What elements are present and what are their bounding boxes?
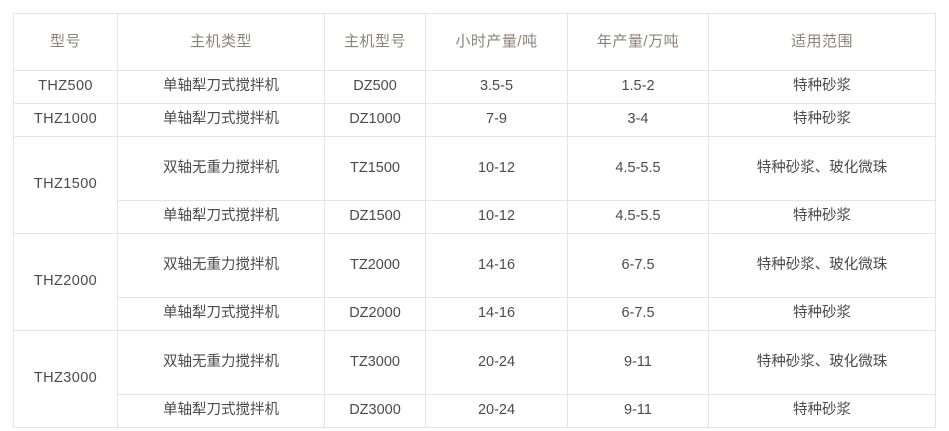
cell-yearly-output: 9-11 — [567, 394, 709, 428]
cell-host-model: DZ3000 — [324, 394, 426, 428]
cell-hourly-output: 20-24 — [425, 394, 568, 428]
cell-host-type: 单轴犁刀式搅拌机 — [117, 70, 325, 104]
cell-application-scope: 特种砂浆 — [708, 200, 936, 234]
cell-yearly-output: 6-7.5 — [567, 233, 709, 298]
cell-host-type: 单轴犁刀式搅拌机 — [117, 103, 325, 137]
cell-hourly-output: 7-9 — [425, 103, 568, 137]
cell-model: THZ3000 — [13, 330, 118, 428]
column-header-yearly: 年产量/万吨 — [567, 13, 709, 71]
cell-host-model: DZ1000 — [324, 103, 426, 137]
cell-hourly-output: 14-16 — [425, 233, 568, 298]
cell-host-model: DZ2000 — [324, 297, 426, 331]
cell-application-scope: 特种砂浆 — [708, 297, 936, 331]
spec-table-container: 型号 主机类型 主机型号 小时产量/吨 年产量/万吨 适用范围 THZ500 单轴… — [13, 13, 936, 428]
cell-application-scope: 特种砂浆 — [708, 394, 936, 428]
column-header-typeno: 主机型号 — [324, 13, 426, 71]
cell-yearly-output: 3-4 — [567, 103, 709, 137]
table-row: THZ3000 双轴无重力搅拌机 TZ3000 20-24 9-11 特种砂浆、玻化微珠 — [13, 330, 936, 428]
cell-host-model: TZ3000 — [324, 330, 426, 395]
cell-model: THZ1500 — [13, 136, 118, 234]
cell-yearly-output: 4.5-5.5 — [567, 136, 709, 201]
cell-application-scope: 特种砂浆、玻化微珠 — [708, 233, 936, 298]
table-row: 单轴犁刀式搅拌机 DZ3000 20-24 9-11 特种砂浆 — [14, 394, 936, 428]
cell-hourly-output: 20-24 — [425, 330, 568, 395]
column-header-type: 主机类型 — [117, 13, 325, 71]
cell-hourly-output: 10-12 — [425, 136, 568, 201]
cell-hourly-output: 10-12 — [425, 200, 568, 234]
table-body: THZ500 单轴犁刀式搅拌机 DZ500 3.5-5 1.5-2 特种砂浆 THZ1000… — [13, 70, 936, 428]
column-header-model: 型号 — [13, 13, 118, 71]
cell-model: THZ500 — [13, 70, 118, 104]
table-row: THZ500 单轴犁刀式搅拌机 DZ500 3.5-5 1.5-2 特种砂浆 — [13, 70, 936, 104]
table-row: THZ2000 双轴无重力搅拌机 TZ2000 14-16 6-7.5 特种砂浆、玻化微珠 — [13, 233, 936, 331]
table-row: THZ1500 双轴无重力搅拌机 TZ1500 10-12 4.5-5.5 特种砂浆、玻化… — [13, 136, 936, 234]
cell-model: THZ1000 — [13, 103, 118, 137]
cell-yearly-output: 1.5-2 — [567, 70, 709, 104]
cell-host-model: TZ1500 — [324, 136, 426, 201]
table-row: 单轴犁刀式搅拌机 DZ1500 10-12 4.5-5.5 特种砂浆 — [14, 200, 936, 234]
cell-host-model: DZ500 — [324, 70, 426, 104]
cell-host-model: TZ2000 — [324, 233, 426, 298]
cell-host-type: 单轴犁刀式搅拌机 — [117, 394, 325, 428]
cell-host-type: 双轴无重力搅拌机 — [117, 233, 325, 298]
table-row: THZ1000 单轴犁刀式搅拌机 DZ1000 7-9 3-4 特种砂浆 — [13, 103, 936, 137]
cell-hourly-output: 3.5-5 — [425, 70, 568, 104]
cell-host-type: 单轴犁刀式搅拌机 — [117, 297, 325, 331]
cell-application-scope: 特种砂浆 — [708, 70, 936, 104]
table-row: 单轴犁刀式搅拌机 DZ2000 14-16 6-7.5 特种砂浆 — [14, 297, 936, 331]
column-header-scope: 适用范围 — [708, 13, 936, 71]
cell-host-type: 双轴无重力搅拌机 — [117, 330, 325, 395]
table-header: 型号 主机类型 主机型号 小时产量/吨 年产量/万吨 适用范围 — [13, 13, 936, 71]
cell-yearly-output: 6-7.5 — [567, 297, 709, 331]
cell-application-scope: 特种砂浆、玻化微珠 — [708, 136, 936, 201]
cell-model: THZ2000 — [13, 233, 118, 331]
cell-application-scope: 特种砂浆 — [708, 103, 936, 137]
specification-table: 型号 主机类型 主机型号 小时产量/吨 年产量/万吨 适用范围 THZ500 单轴… — [13, 13, 936, 428]
cell-yearly-output: 9-11 — [567, 330, 709, 395]
header-row: 型号 主机类型 主机型号 小时产量/吨 年产量/万吨 适用范围 — [13, 13, 936, 71]
cell-host-type: 单轴犁刀式搅拌机 — [117, 200, 325, 234]
cell-host-type: 双轴无重力搅拌机 — [117, 136, 325, 201]
cell-host-model: DZ1500 — [324, 200, 426, 234]
cell-yearly-output: 4.5-5.5 — [567, 200, 709, 234]
column-header-hourly: 小时产量/吨 — [425, 13, 568, 71]
cell-hourly-output: 14-16 — [425, 297, 568, 331]
cell-application-scope: 特种砂浆、玻化微珠 — [708, 330, 936, 395]
